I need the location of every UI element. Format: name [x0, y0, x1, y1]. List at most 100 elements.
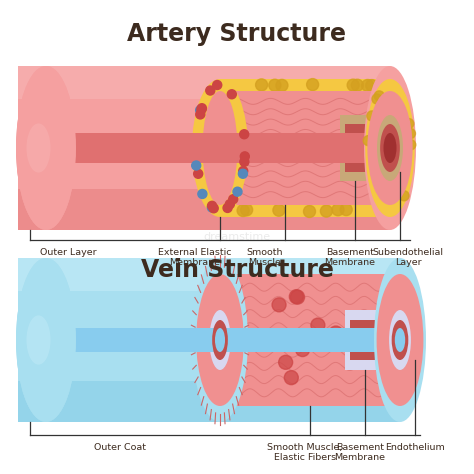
Text: dreamstime: dreamstime [203, 232, 271, 242]
Bar [18, 133, 396, 163]
Circle shape [238, 169, 247, 178]
Ellipse shape [392, 320, 408, 360]
Ellipse shape [27, 315, 51, 365]
Bar [18, 66, 390, 230]
Text: Basement
Membrane: Basement Membrane [325, 248, 375, 267]
Bar [18, 258, 400, 291]
Circle shape [340, 204, 352, 216]
Circle shape [255, 335, 270, 349]
Circle shape [194, 169, 203, 178]
Ellipse shape [377, 274, 423, 406]
Ellipse shape [27, 315, 51, 365]
Ellipse shape [377, 115, 403, 181]
Circle shape [404, 118, 414, 128]
Circle shape [296, 343, 310, 356]
Circle shape [320, 205, 332, 217]
Circle shape [197, 105, 206, 114]
Bar [345, 310, 414, 370]
Bar [350, 320, 410, 360]
Bar [345, 124, 401, 172]
Ellipse shape [395, 328, 405, 352]
Bar [220, 79, 390, 217]
Ellipse shape [192, 79, 248, 217]
Circle shape [240, 152, 249, 161]
Circle shape [363, 136, 373, 146]
Ellipse shape [196, 274, 244, 406]
Circle shape [405, 128, 416, 138]
Circle shape [279, 356, 292, 369]
Text: Outer Coat: Outer Coat [94, 443, 146, 452]
Circle shape [213, 81, 222, 90]
Circle shape [399, 191, 409, 201]
Ellipse shape [16, 66, 76, 230]
Ellipse shape [16, 258, 76, 422]
Circle shape [225, 200, 234, 209]
Circle shape [209, 204, 218, 213]
Ellipse shape [380, 124, 400, 172]
Bar [340, 115, 403, 181]
Bar [18, 66, 390, 99]
Circle shape [406, 140, 416, 150]
Text: Subendothelial
Layer: Subendothelial Layer [373, 248, 444, 267]
Circle shape [191, 161, 201, 170]
Ellipse shape [389, 310, 411, 370]
Circle shape [207, 203, 216, 212]
Circle shape [196, 106, 205, 115]
Ellipse shape [383, 133, 396, 163]
Circle shape [233, 187, 242, 196]
Circle shape [329, 326, 343, 340]
Ellipse shape [16, 66, 76, 230]
Ellipse shape [364, 66, 416, 230]
Ellipse shape [210, 133, 230, 163]
Ellipse shape [365, 79, 415, 217]
Circle shape [196, 110, 205, 119]
Circle shape [355, 342, 369, 356]
Circle shape [237, 204, 249, 217]
Circle shape [347, 79, 359, 91]
Circle shape [197, 104, 206, 113]
Circle shape [239, 166, 248, 175]
Bar [18, 381, 400, 422]
Text: Smooth
Muscle: Smooth Muscle [247, 248, 283, 267]
Circle shape [223, 203, 232, 212]
Text: Basement
Membrane: Basement Membrane [335, 443, 385, 463]
Ellipse shape [367, 91, 413, 205]
Circle shape [240, 157, 249, 166]
Circle shape [366, 80, 378, 91]
Circle shape [228, 90, 237, 99]
Circle shape [351, 79, 364, 91]
Bar [220, 274, 400, 406]
Ellipse shape [212, 320, 228, 360]
Circle shape [284, 371, 298, 385]
Circle shape [372, 94, 382, 104]
Ellipse shape [27, 123, 51, 173]
Circle shape [276, 79, 288, 91]
Circle shape [206, 86, 215, 95]
Circle shape [374, 91, 384, 101]
Bar [18, 328, 406, 352]
Bar [18, 258, 400, 422]
Circle shape [241, 204, 253, 216]
Circle shape [229, 195, 238, 204]
Bar [18, 189, 390, 230]
Circle shape [240, 130, 249, 139]
Circle shape [311, 318, 325, 332]
Circle shape [367, 111, 377, 121]
Ellipse shape [192, 258, 248, 422]
Circle shape [198, 190, 207, 199]
Circle shape [272, 298, 286, 312]
Circle shape [269, 79, 281, 91]
Text: Endothelium: Endothelium [385, 443, 445, 452]
Circle shape [273, 204, 285, 216]
Circle shape [374, 80, 386, 92]
Circle shape [289, 290, 303, 304]
Circle shape [307, 79, 319, 91]
Circle shape [291, 290, 305, 304]
Circle shape [303, 205, 316, 218]
Ellipse shape [210, 310, 231, 370]
Text: Vein Structure: Vein Structure [141, 258, 333, 282]
Circle shape [255, 79, 268, 91]
Ellipse shape [215, 328, 225, 352]
Ellipse shape [27, 123, 51, 173]
Bar [220, 91, 390, 205]
